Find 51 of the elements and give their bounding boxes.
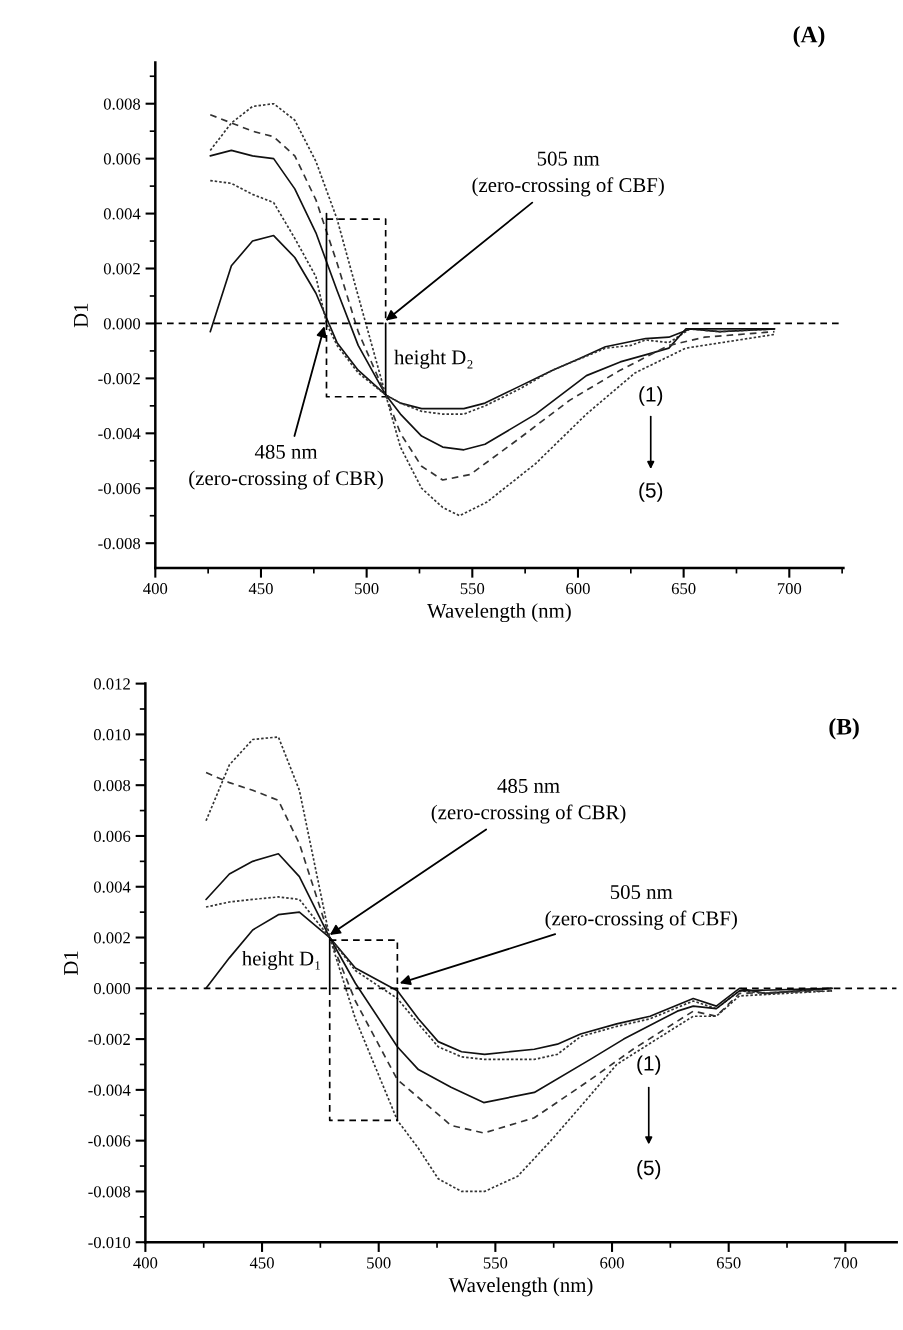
x-tick-label: 600 xyxy=(600,1257,624,1269)
y-tick-label: 0.010 xyxy=(93,729,131,741)
x-tick-label: 650 xyxy=(671,582,696,595)
y-tick-label: 0.004 xyxy=(103,208,141,220)
y-tick-label: 0.008 xyxy=(93,779,131,792)
annotation: height D₁ xyxy=(241,950,320,970)
y-tick-label: -0.006 xyxy=(88,1135,131,1147)
y-tick-label: -0.004 xyxy=(98,428,141,440)
annotation: 485 nm (zero-crossing of CBR) xyxy=(189,444,383,490)
y-axis-title: D1 xyxy=(64,951,78,976)
x-tick-label: 550 xyxy=(460,582,485,595)
y-tick-label: 0.012 xyxy=(93,678,130,690)
x-tick-label: 500 xyxy=(355,582,379,595)
x-axis-title: Wavelength (nm) xyxy=(448,1277,593,1297)
y-tick-label: 0.002 xyxy=(93,932,130,944)
annotation: 505 nm (zero-crossing of CBF) xyxy=(472,151,664,197)
text: (B) xyxy=(829,718,859,740)
y-tick-label: 0.006 xyxy=(93,830,131,842)
annotation: (1) xyxy=(637,1055,661,1075)
annotation: (1) xyxy=(639,386,663,406)
x-tick-label: 700 xyxy=(833,1257,858,1269)
annotation: 485 nm (zero-crossing of CBR) xyxy=(431,778,626,824)
y-tick-label: -0.006 xyxy=(98,482,141,495)
x-tick-label: 600 xyxy=(566,582,590,595)
y-tick-label: -0.008 xyxy=(98,537,141,550)
x-tick-label: 450 xyxy=(249,1257,274,1269)
y-tick-label: 0.006 xyxy=(103,153,141,165)
y-tick-label: -0.008 xyxy=(88,1186,131,1198)
y-tick-label: -0.002 xyxy=(98,373,140,385)
x-tick-label: 550 xyxy=(483,1257,508,1269)
annotation: (5) xyxy=(639,482,663,502)
y-tick-label: -0.004 xyxy=(88,1084,131,1096)
annotation: height D₂ xyxy=(394,349,473,369)
y-tick-label: 0.008 xyxy=(103,98,141,110)
y-tick-label: -0.010 xyxy=(88,1236,131,1249)
x-tick-label: 700 xyxy=(777,582,802,595)
x-tick-label: 400 xyxy=(133,1257,158,1269)
chart-title: (A) xyxy=(793,25,825,48)
x-tick-label: 450 xyxy=(248,582,273,595)
y-tick-label: 0.000 xyxy=(93,983,131,995)
y-tick-label: 0.002 xyxy=(103,263,140,275)
x-tick-label: 400 xyxy=(143,582,168,595)
y-tick-label: -0.002 xyxy=(88,1033,130,1046)
x-tick-label: 500 xyxy=(367,1257,391,1269)
x-axis-title: Wavelength (nm) xyxy=(427,603,571,623)
y-tick-label: 0.004 xyxy=(93,881,131,893)
y-tick-label: 0.000 xyxy=(103,318,141,330)
annotation: 505 nm (zero-crossing of CBF) xyxy=(545,884,737,930)
y-axis-title: D1 xyxy=(73,303,88,328)
x-tick-label: 650 xyxy=(716,1257,741,1269)
annotation: (5) xyxy=(637,1159,661,1180)
